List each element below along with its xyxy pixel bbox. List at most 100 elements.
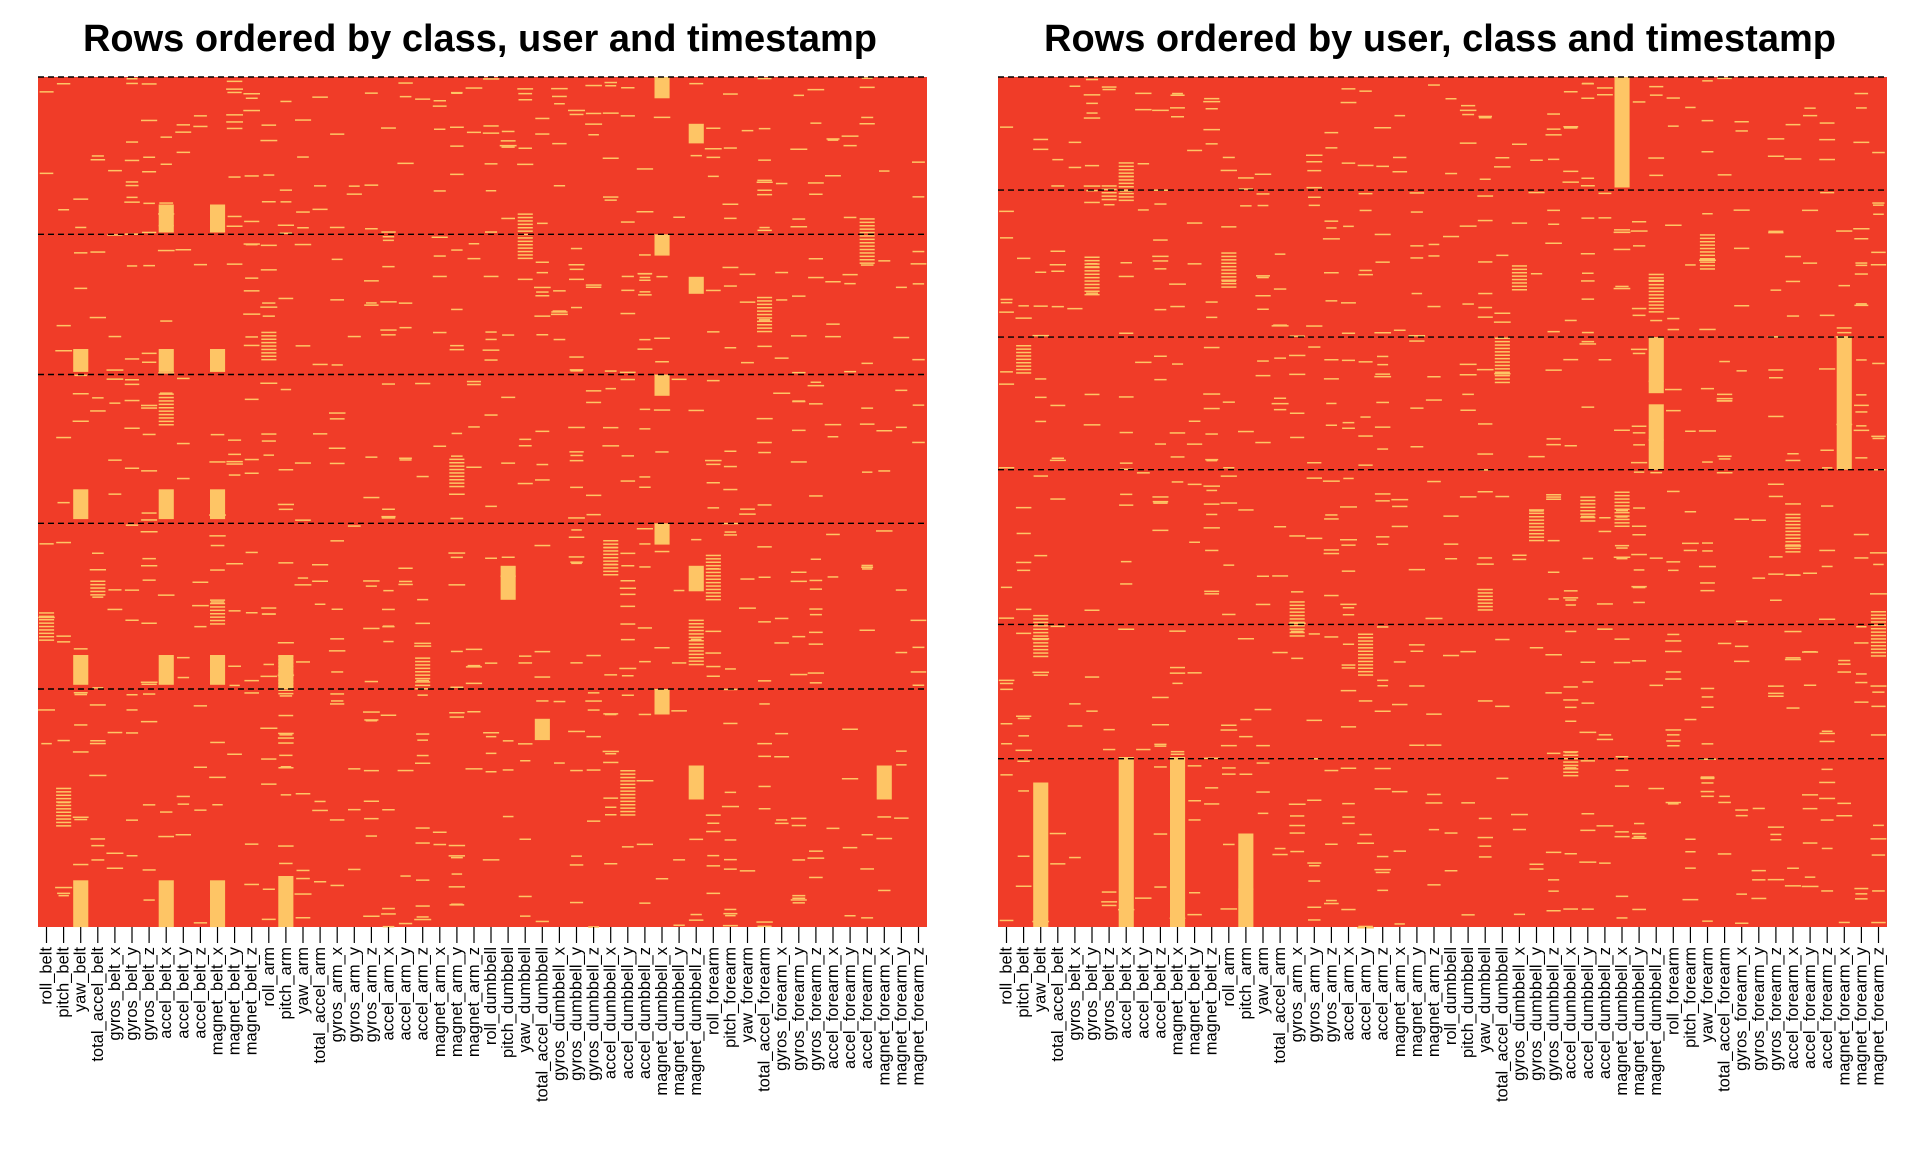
heatmap-cell (1374, 788, 1391, 790)
heatmap-cell (1598, 734, 1612, 736)
heatmap-cell (483, 275, 499, 278)
heatmap-cell (278, 469, 294, 471)
heatmap-cell (1018, 790, 1029, 792)
heatmap-cell (1633, 444, 1645, 446)
heatmap-cell (226, 88, 243, 90)
heatmap-cell (1579, 731, 1597, 734)
heatmap-cell (1546, 128, 1561, 130)
heatmap-cell (1308, 633, 1320, 635)
heatmap-cell (1459, 142, 1477, 144)
heatmap-cell (449, 493, 465, 495)
heatmap-cell (1529, 539, 1545, 542)
heatmap-cell (381, 517, 396, 519)
heatmap-cell (707, 331, 720, 333)
heatmap-cell (1154, 443, 1166, 445)
heatmap-cell (518, 92, 533, 95)
heatmap-cell (1051, 270, 1065, 272)
heatmap-cell (1598, 359, 1612, 361)
heatmap-cell (910, 619, 927, 622)
heatmap-cell (364, 304, 379, 306)
heatmap-cell (1290, 630, 1304, 633)
heatmap-cell (1854, 887, 1869, 890)
heatmap-cell (1615, 769, 1629, 771)
heatmap-cell (39, 629, 55, 631)
heatmap-cell (588, 134, 599, 136)
heatmap-cell (502, 334, 515, 336)
heatmap-cell (1870, 638, 1886, 640)
heatmap-cell (1445, 98, 1457, 100)
heatmap-cell (1290, 850, 1305, 853)
heatmap-cell (1596, 738, 1614, 741)
heatmap-cell (141, 512, 157, 514)
heatmap-cell (1613, 661, 1631, 664)
heatmap-cell (1428, 255, 1440, 257)
heatmap-cell (741, 361, 754, 364)
heatmap-cell (862, 471, 873, 473)
heatmap-cell (1102, 88, 1116, 91)
heatmap-cell (826, 323, 840, 325)
heatmap-cell (1494, 381, 1510, 384)
heatmap-cell (399, 457, 412, 459)
heatmap-cell (348, 185, 360, 187)
heatmap-cell (177, 803, 190, 805)
heatmap-cell (1341, 332, 1356, 334)
heatmap-cell (724, 908, 737, 911)
heatmap-cell (723, 465, 737, 468)
heatmap-cell (416, 879, 430, 881)
heatmap-cell (809, 588, 822, 590)
heatmap-cell (1648, 273, 1664, 276)
heatmap-cell (1871, 705, 1886, 708)
heatmap-cell (1512, 558, 1527, 561)
heatmap-cell (1358, 435, 1373, 437)
heatmap-cell (261, 783, 277, 785)
x-tick-label: accel_belt_y (1134, 946, 1152, 1038)
heatmap-cell (451, 455, 463, 457)
heatmap-cell (1034, 554, 1048, 557)
heatmap-cell (861, 564, 873, 567)
heatmap-cell (415, 674, 431, 676)
heatmap-cell (449, 462, 465, 464)
x-tick-label: gyros_arm_z (1322, 947, 1340, 1042)
x-tick-label: yaw_belt (72, 947, 90, 1013)
heatmap-cell (586, 769, 601, 771)
heatmap-cell (142, 361, 157, 363)
heatmap-cell (724, 217, 737, 220)
heatmap-cell (142, 231, 157, 234)
heatmap-cell (1632, 586, 1646, 589)
heatmap-cell (1685, 838, 1696, 840)
heatmap-cell (1189, 892, 1201, 894)
heatmap-cell (329, 462, 345, 465)
heatmap-cell (1170, 753, 1185, 755)
heatmap-cell (1784, 158, 1802, 160)
heatmap-cell (278, 742, 294, 744)
heatmap-cell (1101, 195, 1117, 197)
heatmap-cell (706, 675, 720, 677)
heatmap-cell (1221, 724, 1237, 726)
heatmap-block (1648, 337, 1664, 394)
heatmap-cell (653, 116, 671, 119)
heatmap-cell (1374, 426, 1391, 428)
heatmap-cell (1494, 368, 1510, 370)
heatmap-cell (671, 662, 687, 664)
heatmap-cell (1033, 642, 1049, 644)
heatmap-background (998, 77, 1887, 927)
heatmap-cell (365, 228, 378, 230)
heatmap-cell (757, 229, 772, 232)
heatmap-cell (363, 580, 380, 582)
heatmap-cell (431, 236, 448, 238)
heatmap-cell (1717, 393, 1733, 396)
heatmap-cell (620, 480, 636, 482)
heatmap-cell (262, 302, 276, 304)
heatmap-cell (534, 650, 551, 653)
heatmap-cell (1101, 185, 1117, 187)
heatmap-cell (1273, 324, 1287, 326)
heatmap-cell (1718, 458, 1731, 460)
heatmap-cell (1358, 674, 1374, 676)
heatmap-cell (844, 282, 856, 285)
heatmap-cell (1819, 618, 1836, 620)
heatmap-cell (1154, 378, 1167, 381)
heatmap-cell (1392, 171, 1408, 173)
heatmap-cell (655, 878, 669, 880)
heatmap-cell (1238, 509, 1254, 511)
heatmap-cell (158, 420, 174, 423)
